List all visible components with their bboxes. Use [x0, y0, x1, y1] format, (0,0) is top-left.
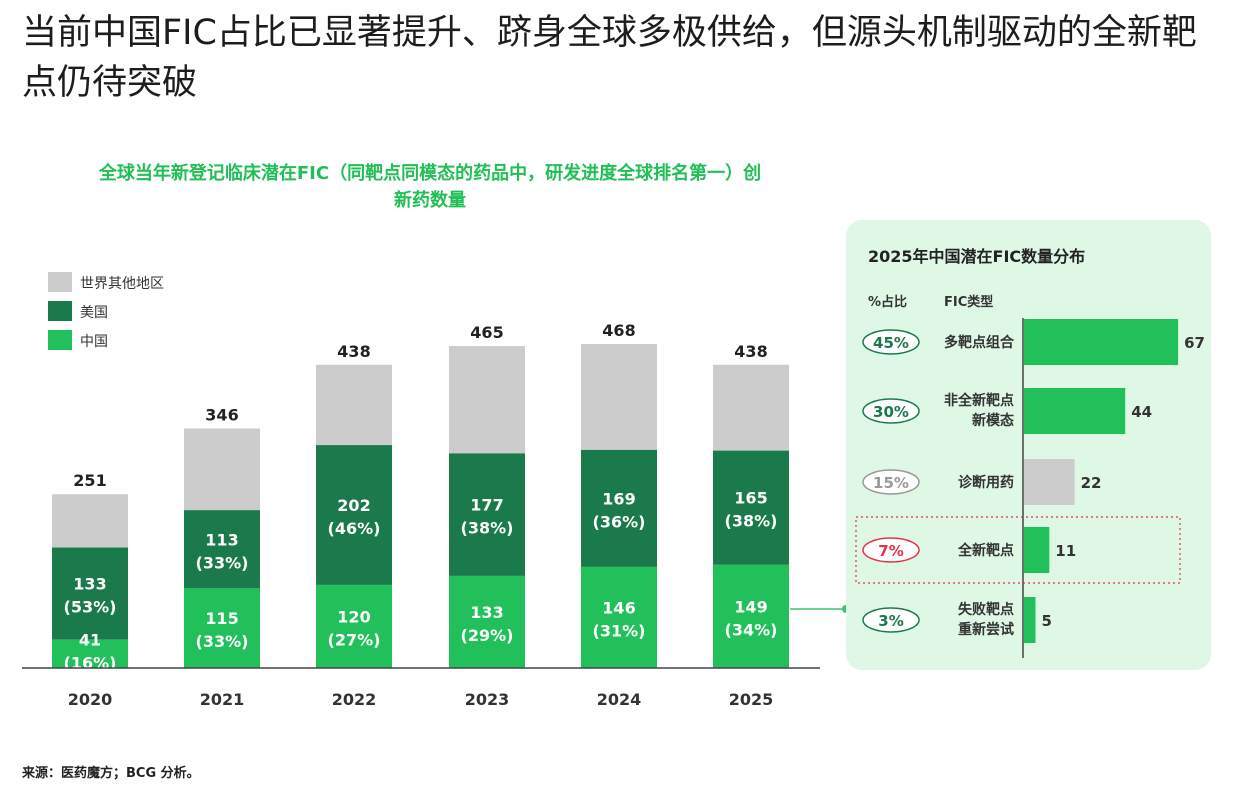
category-label: 全新靶点 — [957, 542, 1014, 559]
bar-segment-us — [184, 510, 260, 589]
us-value-label: 113 — [205, 530, 238, 549]
legend-swatch — [48, 330, 72, 350]
x-tick-label: 2022 — [332, 690, 377, 709]
bar-segment-other — [581, 344, 657, 450]
bar-segment-us — [713, 450, 789, 565]
pct-badge — [862, 329, 920, 355]
china-pct-label: (27%) — [328, 630, 381, 649]
hbar-value-label: 11 — [1055, 542, 1076, 560]
china-pct-label: (33%) — [196, 632, 249, 651]
us-pct-label: (38%) — [725, 512, 778, 531]
source-note: 来源：医药魔方；BCG 分析。 — [22, 766, 200, 781]
pct-badge-label: 30% — [873, 403, 909, 421]
us-value-label: 169 — [602, 489, 635, 508]
total-label: 438 — [734, 342, 767, 361]
column-header-pct: %占比 — [868, 294, 907, 310]
hbar — [1024, 319, 1179, 365]
hbar — [1024, 459, 1075, 505]
legend-label: 中国 — [80, 334, 108, 350]
hbar — [1024, 388, 1126, 434]
us-pct-label: (46%) — [328, 519, 381, 538]
bar-segment-china — [449, 575, 525, 668]
hbar — [1024, 527, 1050, 573]
category-label: 失败靶点 — [958, 601, 1014, 618]
pct-badge — [862, 537, 920, 563]
column-header-type: FIC类型 — [944, 294, 993, 310]
us-value-label: 177 — [470, 496, 503, 515]
hbar-value-label: 5 — [1042, 612, 1052, 630]
bar-segment-other — [316, 364, 392, 446]
total-label: 465 — [470, 323, 503, 342]
us-value-label: 202 — [337, 496, 370, 515]
pct-badge-label: 15% — [873, 474, 909, 492]
pct-badge-label: 7% — [878, 542, 903, 560]
bar-segment-china — [581, 566, 657, 668]
category-label: 新模态 — [972, 412, 1014, 429]
us-pct-label: (36%) — [593, 512, 646, 531]
us-pct-label: (33%) — [196, 553, 249, 572]
hbar-value-label: 44 — [1131, 403, 1152, 421]
china-pct-label: (29%) — [461, 626, 514, 645]
hbar-value-label: 67 — [1184, 334, 1205, 352]
china-value-label: 133 — [470, 603, 503, 622]
category-label: 非全新靶点 — [944, 392, 1014, 409]
bar-segment-china — [52, 639, 128, 668]
pct-badge-label: 3% — [878, 612, 903, 630]
legend-swatch — [48, 301, 72, 321]
x-tick-label: 2024 — [597, 690, 642, 709]
pct-badge-label: 45% — [873, 334, 909, 352]
page-title: 当前中国FIC占比已显著提升、跻身全球多极供给，但源头机制驱动的全新靶点仍待突破 — [22, 13, 1197, 103]
pct-badge — [862, 398, 920, 424]
category-label: 诊断用药 — [958, 474, 1014, 491]
us-value-label: 133 — [73, 575, 106, 594]
bar-segment-us — [449, 453, 525, 576]
bar-segment-us — [316, 445, 392, 585]
x-tick-label: 2020 — [68, 690, 113, 709]
total-label: 251 — [73, 471, 106, 490]
china-value-label: 41 — [79, 631, 101, 650]
chart-title: 全球当年新登记临床潜在FIC（同靶点同模态的药品中，研发进度全球排名第一）创新药… — [98, 163, 762, 211]
us-value-label: 165 — [734, 489, 767, 508]
legend-swatch — [48, 272, 72, 292]
legend-label: 世界其他地区 — [80, 276, 164, 292]
x-tick-label: 2021 — [200, 690, 245, 709]
china-pct-label: (16%) — [64, 654, 117, 673]
bar-segment-other — [184, 428, 260, 511]
china-value-label: 120 — [337, 607, 370, 626]
x-tick-label: 2023 — [465, 690, 510, 709]
total-label: 346 — [205, 405, 238, 424]
hbar — [1024, 597, 1036, 643]
china-value-label: 149 — [734, 597, 767, 616]
bar-segment-us — [581, 449, 657, 567]
category-label: 多靶点组合 — [944, 334, 1015, 351]
pct-badge — [862, 469, 920, 495]
total-label: 438 — [337, 342, 370, 361]
bar-segment-other — [52, 494, 128, 548]
bar-segment-china — [184, 588, 260, 668]
china-value-label: 115 — [205, 609, 238, 628]
bar-segment-china — [713, 564, 789, 668]
bar-segment-china — [316, 584, 392, 668]
category-label: 重新尝试 — [958, 621, 1014, 638]
pct-badge — [862, 607, 920, 633]
china-value-label: 146 — [602, 598, 635, 617]
us-pct-label: (53%) — [64, 598, 117, 617]
highlight-box — [855, 516, 1181, 584]
panel-title: 2025年中国潜在FIC数量分布 — [868, 247, 1085, 266]
china-pct-label: (34%) — [725, 620, 778, 639]
bar-segment-other — [713, 364, 789, 451]
bar-segment-other — [449, 346, 525, 454]
china-pct-label: (31%) — [593, 621, 646, 640]
hbar-value-label: 22 — [1081, 474, 1102, 492]
x-tick-label: 2025 — [729, 690, 774, 709]
bar-segment-us — [52, 547, 128, 640]
legend-label: 美国 — [80, 305, 108, 321]
total-label: 468 — [602, 321, 635, 340]
us-pct-label: (38%) — [461, 519, 514, 538]
